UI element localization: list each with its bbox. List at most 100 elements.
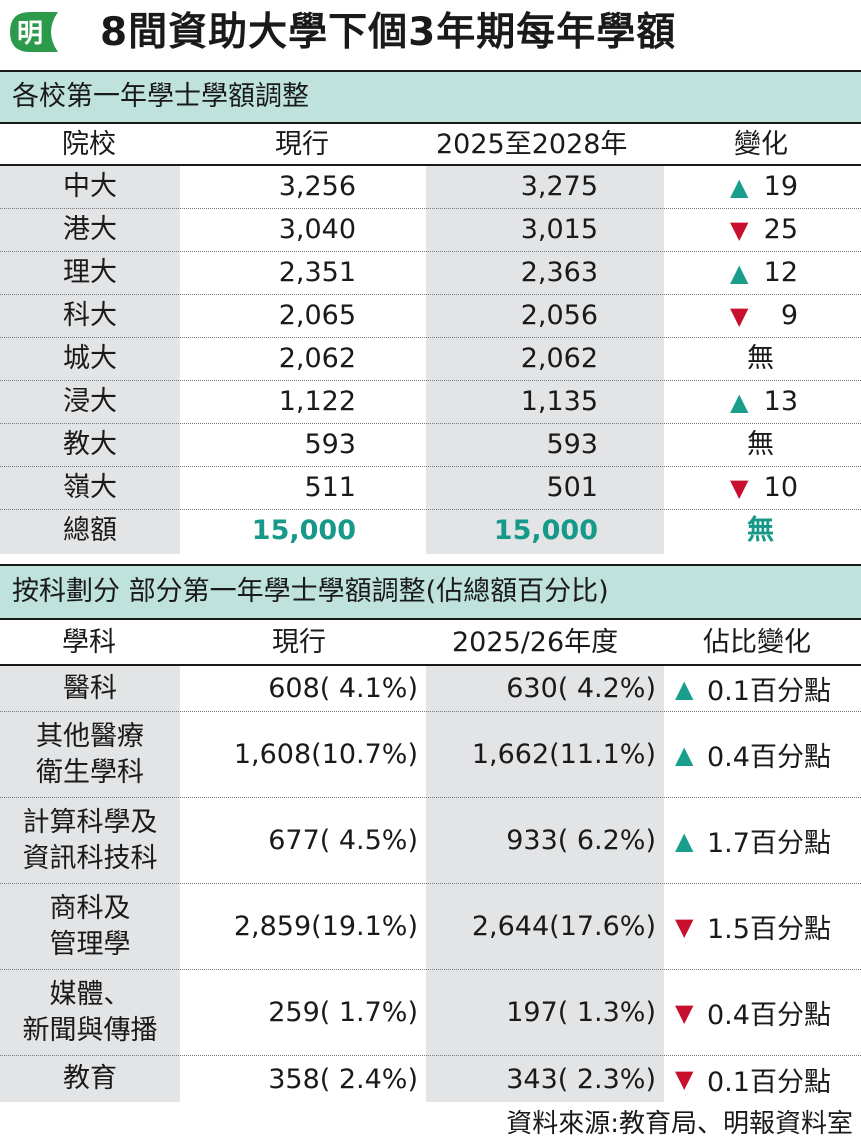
- new-quota: 1,135: [520, 386, 598, 417]
- table2-row: 媒體、新聞與傳播 259( 1.7%) 197( 1.3%) ▼ 0.4百分點: [0, 970, 861, 1056]
- up-triangle-icon: ▲: [675, 826, 694, 855]
- school-name: 浸大: [63, 386, 117, 417]
- up-triangle-icon: ▲: [730, 388, 749, 416]
- table2-band-name: [0, 666, 180, 1102]
- school-name: 總額: [63, 515, 117, 546]
- change-value: 12: [763, 257, 798, 288]
- change-none: 無: [747, 515, 774, 546]
- table1-row: 港大 3,040 3,015 ▼ 25: [0, 209, 861, 252]
- subject-name: 計算科學及 資訊科技科: [0, 798, 180, 883]
- page-title: 8間資助大學下個3年期每年學額: [100, 10, 677, 55]
- table2-header-subject: 學科: [62, 627, 116, 658]
- table1-row: 中大 3,256 3,275 ▲ 19: [0, 166, 861, 209]
- current-quota: 259( 1.7%): [268, 997, 418, 1028]
- subject-name-line: 教育: [63, 1063, 117, 1094]
- table1-band-new: [426, 166, 664, 554]
- current-quota: 2,062: [278, 343, 356, 374]
- table2-header-new: 2025/26年度: [452, 627, 619, 658]
- table2-section-title: 按科劃分 部分第一年學士學額調整(佔總額百分比): [0, 564, 861, 620]
- subject-name: 媒體、 新聞與傳播: [0, 970, 180, 1055]
- share-change: 0.4百分點: [707, 1000, 831, 1031]
- new-quota: 933( 6.2%): [506, 825, 656, 856]
- up-triangle-icon: ▲: [675, 674, 694, 703]
- subject-name: 其他醫療 衛生學科: [0, 712, 180, 797]
- up-triangle-icon: ▲: [675, 740, 694, 769]
- current-quota: 3,256: [278, 171, 356, 202]
- current-quota: 2,065: [278, 300, 356, 331]
- subject-name-line: 商科及: [49, 892, 131, 924]
- change-value: 13: [763, 386, 798, 417]
- new-quota: 197( 1.3%): [506, 997, 656, 1028]
- current-quota: 2,351: [278, 257, 356, 288]
- school-name: 科大: [63, 300, 117, 331]
- new-quota: 3,275: [520, 171, 598, 202]
- change-none: 無: [747, 429, 774, 460]
- logo-char: 明: [17, 19, 43, 49]
- total-new: 15,000: [493, 515, 598, 546]
- header: 明 8間資助大學下個3年期每年學額: [0, 0, 861, 68]
- new-quota: 2,062: [520, 343, 598, 374]
- new-quota: 343( 2.3%): [506, 1063, 656, 1095]
- new-quota: 3,015: [520, 214, 598, 245]
- current-quota: 608( 4.1%): [268, 673, 418, 704]
- new-quota: 2,363: [520, 257, 598, 288]
- down-triangle-icon: ▼: [675, 998, 694, 1027]
- table1-row: 教大 593 593 無: [0, 424, 861, 467]
- share-change: 1.7百分點: [707, 828, 831, 859]
- current-quota: 511: [304, 472, 356, 503]
- subject-name-line: 其他醫療: [36, 720, 144, 752]
- current-quota: 3,040: [278, 214, 356, 245]
- table1-total-row: 總額 15,000 15,000 無: [0, 510, 861, 553]
- table1-row: 科大 2,065 2,056 ▼ 9: [0, 295, 861, 338]
- table1-header-current: 現行: [275, 129, 329, 160]
- table2-row: 其他醫療 衛生學科 1,608(10.7%) 1,662(11.1%) ▲ 0.4百分點: [0, 712, 861, 798]
- table1-band-name: [0, 166, 180, 554]
- new-quota: 630( 4.2%): [506, 673, 656, 704]
- table1-header-row: 院校 現行 2025至2028年 變化: [0, 124, 861, 166]
- up-triangle-icon: ▲: [730, 173, 749, 201]
- table1-header-new: 2025至2028年: [436, 129, 628, 160]
- source-note: 資料來源:教育局、明報資料室: [506, 1109, 853, 1139]
- table1-row: 理大 2,351 2,363 ▲ 12: [0, 252, 861, 295]
- table1-row: 嶺大 511 501 ▼ 10: [0, 467, 861, 510]
- school-name: 嶺大: [63, 472, 117, 503]
- school-name: 中大: [63, 171, 117, 202]
- subject-name-line: 衛生學科: [36, 756, 144, 788]
- subject-name-line: 管理學: [49, 928, 131, 960]
- subject-name: 醫科: [0, 666, 180, 711]
- change-value: 10: [763, 472, 798, 503]
- subject-name: 商科及 管理學: [0, 884, 180, 969]
- subject-name-line: 媒體、: [49, 978, 131, 1010]
- current-quota: 593: [304, 429, 356, 460]
- table1-header-change: 變化: [734, 129, 788, 160]
- table2-header-current: 現行: [272, 627, 326, 658]
- current-quota: 358( 2.4%): [268, 1063, 418, 1095]
- school-name: 城大: [63, 343, 117, 374]
- table2-row: 醫科 608( 4.1%) 630( 4.2%) ▲ 0.1百分點: [0, 666, 861, 712]
- table2-band-new: [426, 666, 664, 1102]
- up-triangle-icon: ▲: [730, 259, 749, 287]
- down-triangle-icon: ▼: [675, 1065, 694, 1093]
- share-change: 0.1百分點: [707, 1066, 831, 1098]
- down-triangle-icon: ▼: [730, 216, 749, 244]
- table2-header-change: 佔比變化: [703, 627, 811, 658]
- table2-row: 商科及 管理學 2,859(19.1%) 2,644(17.6%) ▼ 1.5百分點: [0, 884, 861, 970]
- share-change: 0.1百分點: [707, 676, 831, 707]
- down-triangle-icon: ▼: [675, 912, 694, 941]
- table1-section-title: 各校第一年學士學額調整: [0, 70, 861, 124]
- change-none: 無: [747, 343, 774, 374]
- subject-name-line: 新聞與傳播: [22, 1014, 158, 1046]
- table1-row: 浸大 1,122 1,135 ▲ 13: [0, 381, 861, 424]
- ming-pao-logo: 明: [10, 12, 58, 52]
- current-quota: 1,122: [278, 386, 356, 417]
- table2-header-row: 學科 現行 2025/26年度 佔比變化: [0, 620, 861, 666]
- share-change: 0.4百分點: [707, 742, 831, 773]
- new-quota: 2,056: [520, 300, 598, 331]
- change-value: 19: [763, 171, 798, 202]
- current-quota: 1,608(10.7%): [233, 739, 418, 770]
- table1-row: 城大 2,062 2,062 無: [0, 338, 861, 381]
- down-triangle-icon: ▼: [730, 474, 749, 502]
- subject-name-line: 資訊科技科: [22, 842, 158, 874]
- school-name: 教大: [63, 429, 117, 460]
